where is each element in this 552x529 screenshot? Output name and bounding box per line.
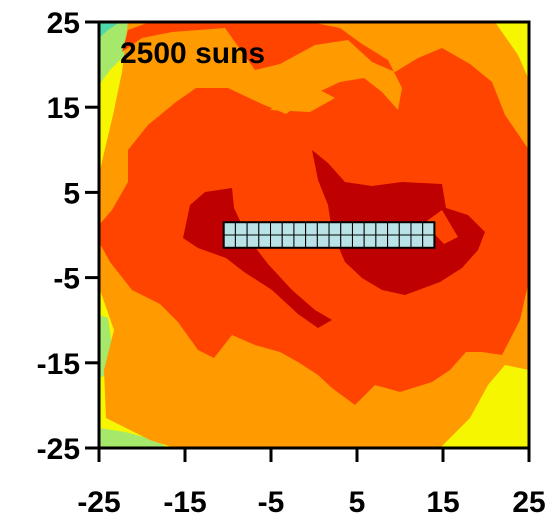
cell-square	[270, 234, 283, 249]
cell-array	[222, 221, 436, 249]
cell-square	[410, 234, 424, 249]
y-tick-label: 25	[47, 7, 80, 40]
x-tick-label: 25	[512, 486, 545, 519]
cell-square	[246, 221, 260, 236]
x-tick-label: -5	[258, 486, 285, 519]
cell-square	[305, 234, 318, 249]
cell-square	[340, 234, 353, 249]
contour-green-left	[99, 315, 112, 378]
y-tick-label: -5	[53, 263, 80, 296]
cell-square	[387, 221, 400, 236]
cell-square	[351, 234, 365, 249]
cell-square	[234, 234, 248, 249]
cell-square	[375, 234, 389, 249]
y-tick-label: 5	[63, 177, 80, 210]
y-tick-label: 15	[47, 92, 80, 125]
cell-square	[351, 221, 365, 236]
cell-square	[398, 234, 412, 249]
cell-square	[340, 221, 353, 236]
cell-square	[398, 221, 412, 236]
cell-square	[316, 221, 330, 236]
cell-square	[246, 234, 260, 249]
x-tick-label: 15	[426, 486, 459, 519]
contour-darkred-left	[183, 188, 332, 328]
cell-square	[258, 221, 272, 236]
cell-square	[270, 221, 283, 236]
cell-square	[293, 221, 307, 236]
cell-square	[328, 221, 342, 236]
x-tick-label: -15	[163, 486, 206, 519]
cell-square	[410, 221, 424, 236]
x-tick-label: -25	[77, 486, 120, 519]
cell-square	[293, 234, 307, 249]
y-tick-label: -25	[37, 433, 80, 466]
cell-square	[387, 234, 400, 249]
x-tick-label: 5	[349, 486, 366, 519]
cell-square	[375, 221, 389, 236]
cell-square	[316, 234, 330, 249]
cell-square	[234, 221, 248, 236]
cell-square	[363, 234, 377, 249]
contour-red-hole	[424, 210, 458, 244]
y-axis: 25 15 5 -5 -15 -25	[37, 7, 99, 466]
cell-square	[258, 234, 272, 249]
contour-teal-top-left	[99, 22, 120, 38]
chart-annotation: 2500 suns	[120, 37, 265, 70]
cell-square	[328, 234, 342, 249]
contour-green-bottom-left	[99, 428, 168, 448]
contour-orange-island	[270, 82, 335, 112]
cell-square	[223, 221, 236, 236]
cell-square	[363, 221, 377, 236]
cell-square	[223, 234, 236, 249]
plot-frame	[97, 20, 531, 450]
cell-square	[422, 234, 435, 249]
x-axis: -25 -15 -5 5 15 25	[77, 448, 546, 519]
cell-square	[305, 221, 318, 236]
contour-green-top-left	[99, 22, 165, 85]
cell-square	[281, 221, 295, 236]
cell-array-outline	[222, 221, 436, 249]
cell-square	[422, 221, 435, 236]
cell-square	[281, 234, 295, 249]
y-tick-label: -15	[37, 348, 80, 381]
contour-red	[99, 22, 529, 405]
